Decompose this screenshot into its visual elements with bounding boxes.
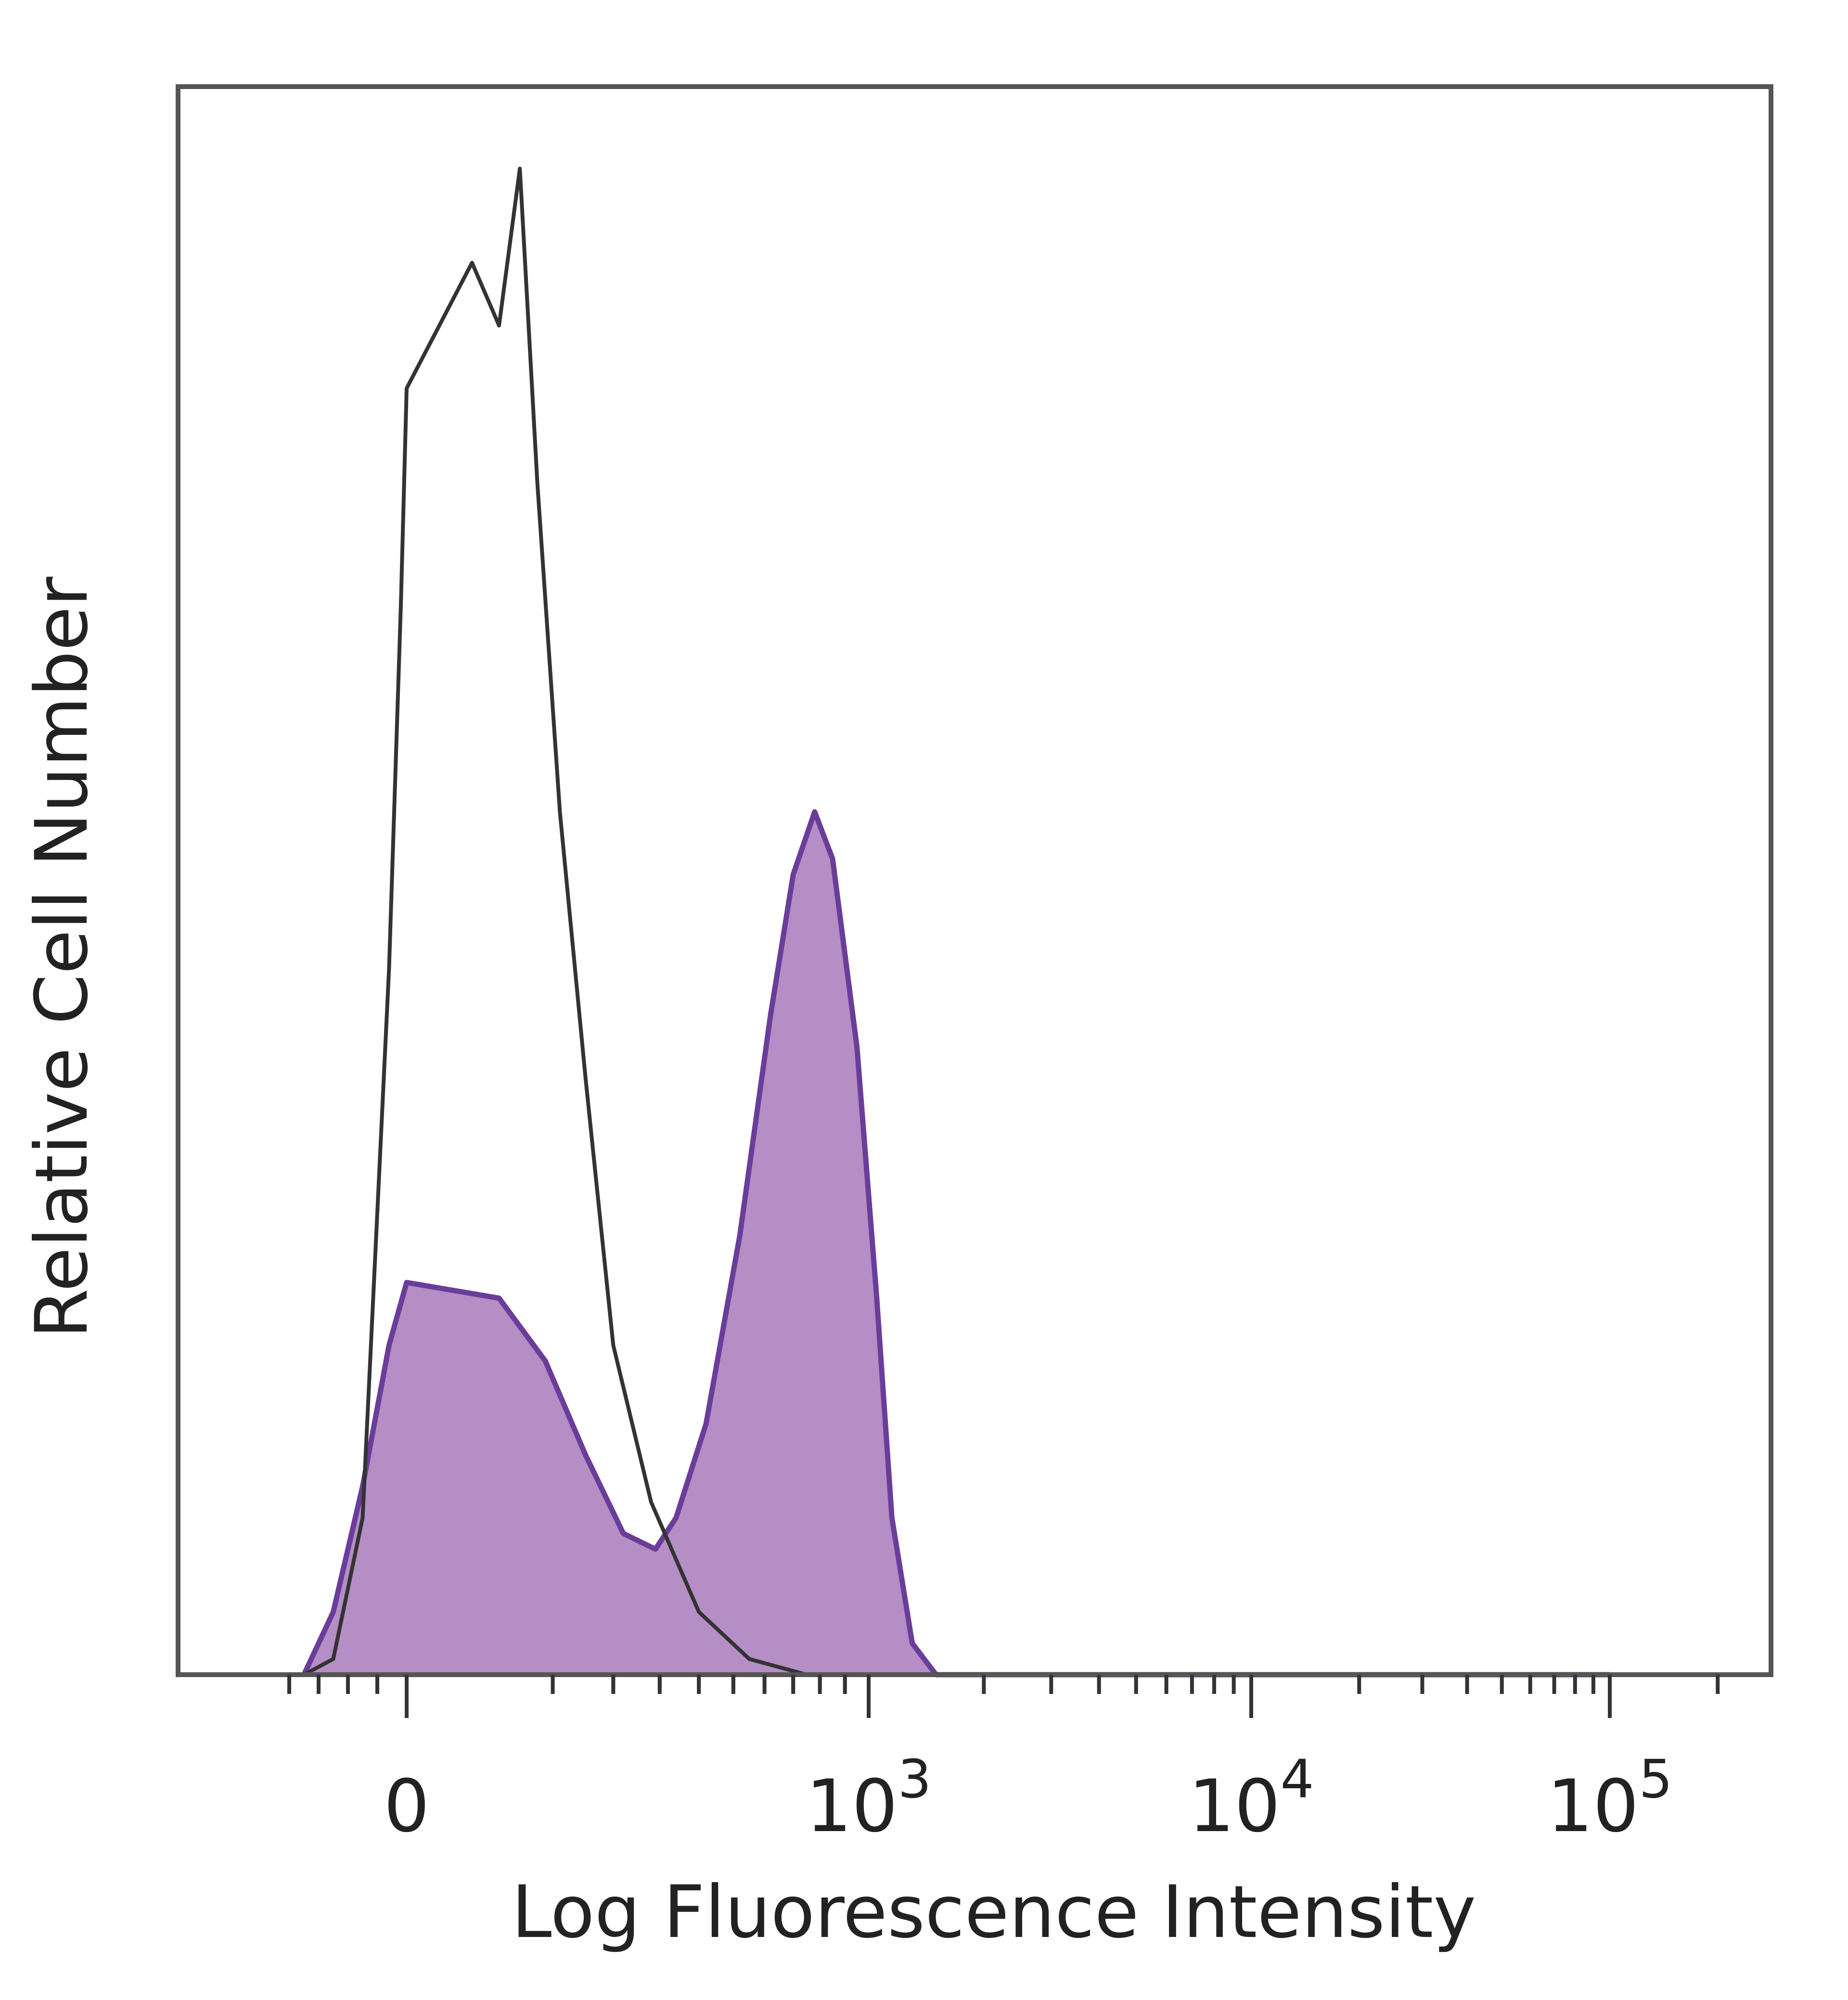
x-tick-label-base: 10 xyxy=(806,1765,898,1848)
x-tick-label: 104 xyxy=(1189,1748,1314,1848)
x-tick-label-exponent: 4 xyxy=(1280,1748,1314,1810)
x-axis-label: Log Fluorescence Intensity xyxy=(512,1871,1476,1954)
series-1-area xyxy=(304,812,1610,1675)
x-tick-label: 103 xyxy=(806,1748,932,1848)
series-0-line xyxy=(303,167,1610,1677)
ticks-layer xyxy=(287,1675,1720,1718)
y-axis-label: Relative Cell Number xyxy=(20,577,104,1339)
x-tick-label-base: 10 xyxy=(1547,1765,1639,1848)
x-tick-label: 105 xyxy=(1547,1748,1673,1848)
series-layer xyxy=(301,167,1610,1678)
x-tick-label-exponent: 5 xyxy=(1639,1748,1672,1810)
tick-labels: 0 103 104 105 xyxy=(384,1748,1672,1848)
x-tick-label-base: 0 xyxy=(384,1765,429,1848)
x-tick-label-exponent: 3 xyxy=(898,1748,931,1810)
x-tick-label: 0 xyxy=(384,1765,429,1848)
x-tick-label-base: 10 xyxy=(1189,1765,1281,1848)
series-1-line xyxy=(301,809,1610,1678)
plot-frame xyxy=(176,84,1773,1677)
